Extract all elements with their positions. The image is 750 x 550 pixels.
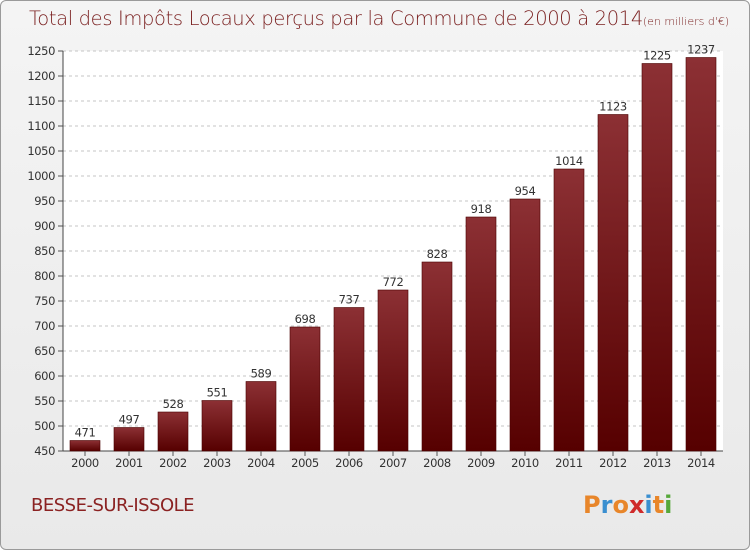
y-tick-label: 450 xyxy=(34,444,55,458)
x-tick-label: 2003 xyxy=(203,456,231,470)
logo-letter: i xyxy=(644,491,653,519)
data-label: 1014 xyxy=(555,154,583,168)
x-tick-label: 2004 xyxy=(247,456,275,470)
y-tick-label: 800 xyxy=(34,269,55,283)
logo-letter: o xyxy=(612,491,629,519)
bar xyxy=(685,57,717,452)
bar xyxy=(245,381,277,452)
data-label: 1237 xyxy=(687,43,715,57)
x-tick-label: 2009 xyxy=(467,456,495,470)
x-tick-label: 2012 xyxy=(599,456,627,470)
y-tick-label: 950 xyxy=(34,194,55,208)
bar xyxy=(289,326,321,452)
data-label: 737 xyxy=(339,293,360,307)
x-tick-label: 2001 xyxy=(115,456,143,470)
y-tick-label: 650 xyxy=(34,344,55,358)
logo-letter: P xyxy=(583,491,601,519)
y-tick-label: 900 xyxy=(34,219,55,233)
data-label: 698 xyxy=(295,312,316,326)
x-tick-label: 2000 xyxy=(71,456,99,470)
x-tick-label: 2006 xyxy=(335,456,363,470)
y-tick-label: 1200 xyxy=(27,69,55,83)
logo-letter: t xyxy=(652,491,665,519)
data-label: 1123 xyxy=(599,100,627,114)
bar xyxy=(333,307,365,452)
data-label: 528 xyxy=(163,397,184,411)
proxiti-logo[interactable]: Proxiti xyxy=(583,491,672,519)
bar xyxy=(641,63,673,452)
bar xyxy=(157,411,189,452)
chart-title-unit: (en milliers d'€) xyxy=(642,15,730,28)
bar xyxy=(421,261,453,452)
y-tick-label: 1000 xyxy=(27,169,55,183)
data-label: 828 xyxy=(427,247,448,261)
x-tick-label: 2014 xyxy=(687,456,715,470)
logo-letter: x xyxy=(628,491,645,519)
data-label: 497 xyxy=(119,413,140,427)
chart-title: Total des Impôts Locaux perçus par la Co… xyxy=(29,7,729,30)
y-tick-label: 850 xyxy=(34,244,55,258)
data-label: 551 xyxy=(207,386,228,400)
x-tick-label: 2002 xyxy=(159,456,187,470)
bar xyxy=(465,216,497,452)
x-tick-label: 2007 xyxy=(379,456,407,470)
data-label: 589 xyxy=(251,367,272,381)
commune-name: BESSE-SUR-ISSOLE xyxy=(31,495,195,516)
y-tick-label: 1100 xyxy=(27,119,55,133)
y-tick-label: 700 xyxy=(34,319,55,333)
bar xyxy=(553,168,585,452)
x-tick-label: 2011 xyxy=(555,456,583,470)
bar xyxy=(201,400,233,452)
chart-title-main: Total des Impôts Locaux perçus par la Co… xyxy=(29,7,643,30)
x-tick-label: 2013 xyxy=(643,456,671,470)
x-tick-label: 2010 xyxy=(511,456,539,470)
y-tick-label: 500 xyxy=(34,419,55,433)
data-label: 471 xyxy=(75,426,96,440)
data-label: 1225 xyxy=(643,49,671,63)
bar xyxy=(597,114,629,452)
bar xyxy=(113,427,145,452)
bar xyxy=(377,289,409,452)
logo-letter: r xyxy=(600,491,613,519)
y-tick-label: 750 xyxy=(34,294,55,308)
x-tick-label: 2005 xyxy=(291,456,319,470)
bar xyxy=(69,440,101,452)
y-tick-label: 1050 xyxy=(27,144,55,158)
y-tick-label: 1250 xyxy=(27,44,55,58)
logo-letter: i xyxy=(664,491,673,519)
y-tick-label: 1150 xyxy=(27,94,55,108)
y-tick-label: 600 xyxy=(34,369,55,383)
y-tick-label: 550 xyxy=(34,394,55,408)
bar xyxy=(509,198,541,452)
data-label: 954 xyxy=(515,184,536,198)
data-label: 772 xyxy=(383,275,404,289)
data-label: 918 xyxy=(471,202,492,216)
x-tick-label: 2008 xyxy=(423,456,451,470)
